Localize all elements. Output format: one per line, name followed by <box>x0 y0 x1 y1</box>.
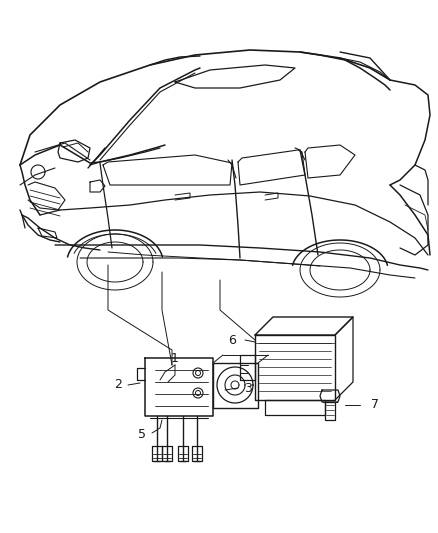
Text: 5: 5 <box>138 429 146 441</box>
Text: 3: 3 <box>244 382 252 394</box>
Text: 1: 1 <box>171 351 179 365</box>
Text: 2: 2 <box>114 378 122 392</box>
Text: 6: 6 <box>228 334 236 346</box>
Text: 7: 7 <box>371 399 379 411</box>
